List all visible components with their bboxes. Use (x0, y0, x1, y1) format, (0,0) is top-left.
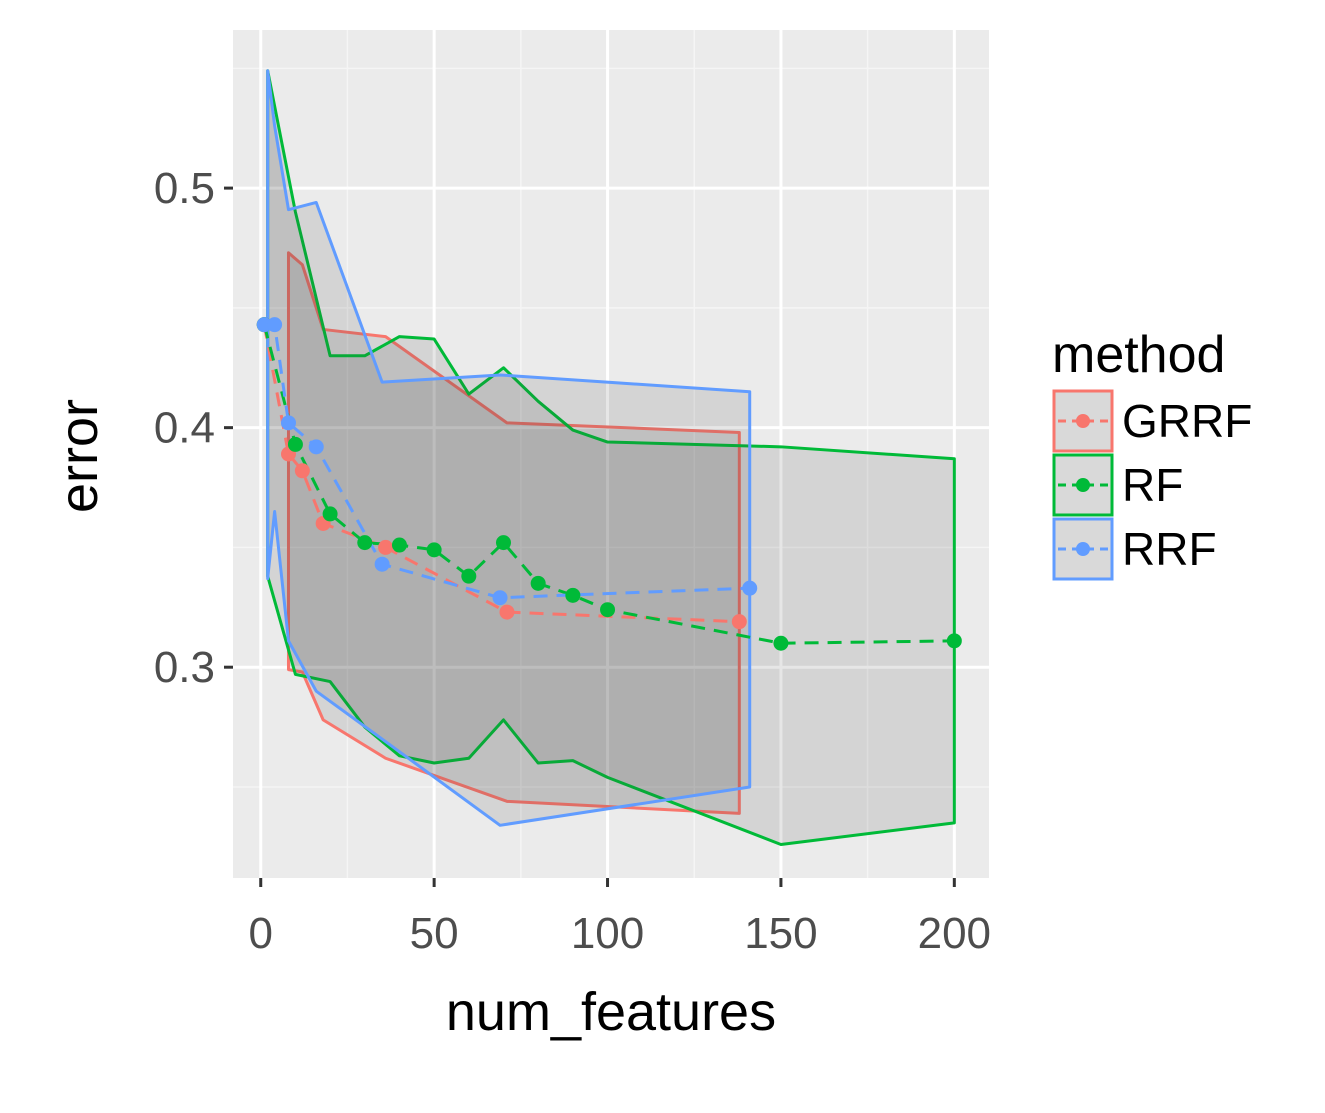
point-rf (461, 568, 477, 584)
point-rf (600, 602, 616, 618)
point-rf (322, 506, 338, 522)
axes: 0 50 100 150 200 0.3 0.4 0.5 (154, 164, 991, 958)
point-rf (391, 537, 407, 553)
legend-key-point-rrf (1076, 542, 1090, 556)
panel-background (233, 30, 989, 878)
ribbons (266, 69, 956, 846)
x-axis-title: num_features (446, 982, 776, 1042)
point-rf (565, 587, 581, 603)
x-tick-label: 200 (918, 909, 991, 958)
x-tick-label: 150 (744, 909, 817, 958)
legend-label-grrf: GRRF (1122, 395, 1252, 447)
legend-key-point-grrf (1076, 414, 1090, 428)
point-grrf (378, 539, 394, 555)
point-rf (426, 542, 442, 558)
point-rrf (742, 580, 758, 596)
legend-key-point-rf (1076, 478, 1090, 492)
point-rrf (308, 439, 324, 455)
point-rrf (374, 556, 390, 572)
x-tick-label: 50 (410, 909, 459, 958)
point-rrf (492, 590, 508, 606)
legend: method GRRF RF RRF (1052, 326, 1252, 581)
point-grrf (731, 614, 747, 630)
legend-title: method (1052, 326, 1225, 384)
point-rrf (280, 415, 296, 431)
point-rf (530, 575, 546, 591)
data-points (256, 317, 962, 651)
point-rrf (256, 317, 272, 333)
point-rf (287, 436, 303, 452)
y-tick-label: 0.3 (154, 643, 215, 692)
y-tick-label: 0.5 (154, 164, 215, 213)
point-rf (946, 633, 962, 649)
point-rrf (267, 317, 283, 333)
ribbon-rrf (266, 69, 752, 827)
point-rf (495, 535, 511, 551)
y-axis-title: error (49, 399, 109, 513)
y-tick-label: 0.4 (154, 404, 215, 453)
legend-label-rrf: RRF (1122, 523, 1217, 575)
legend-label-rf: RF (1122, 459, 1183, 511)
point-rf (357, 535, 373, 551)
point-rf (773, 635, 789, 651)
x-tick-label: 100 (571, 909, 644, 958)
x-tick-label: 0 (249, 909, 273, 958)
point-grrf (499, 604, 515, 620)
point-grrf (294, 463, 310, 479)
